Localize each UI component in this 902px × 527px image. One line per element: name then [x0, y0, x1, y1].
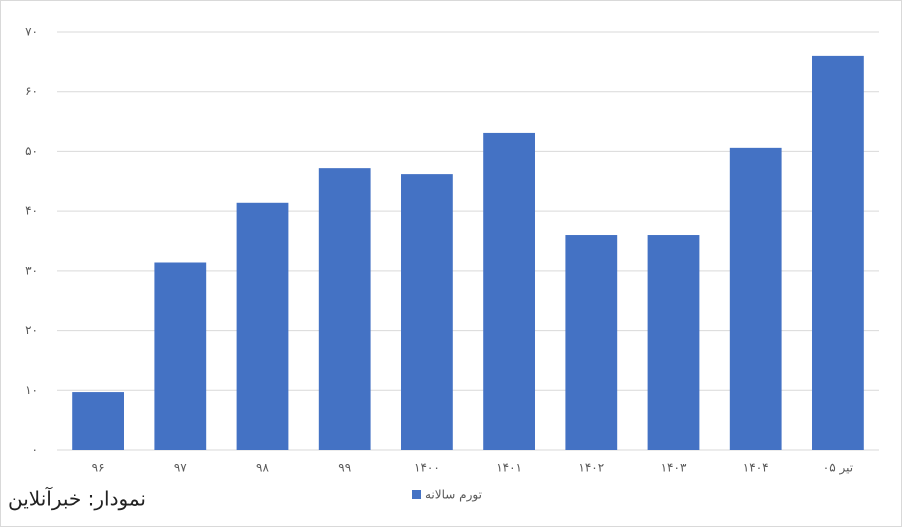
source: نمودار: خبرآنلاین: [8, 486, 146, 511]
y-tick-label: ۷۰: [25, 25, 38, 39]
x-tick-label: ۱۴۰۴: [743, 461, 769, 475]
legend-label: تورم سالانه: [425, 488, 482, 503]
y-tick-label: ۳۰: [25, 263, 38, 277]
y-tick-label: ۰: [32, 443, 38, 457]
bar: [72, 392, 124, 450]
x-tick-label: ۹۸: [256, 461, 269, 475]
x-tick-label: ۱۴۰۳: [661, 461, 687, 475]
bar: [565, 235, 618, 450]
y-tick-label: ۶۰: [25, 84, 38, 98]
bar: [236, 202, 289, 450]
x-tick-label: ۱۴۰۰: [414, 461, 440, 475]
x-tick-label: ۱۴۰۲: [578, 461, 604, 475]
bar: [647, 235, 700, 450]
y-tick-label: ۲۰: [25, 323, 38, 337]
y-tick-label: ۱۰: [25, 383, 38, 397]
x-tick-label: ۹۶: [92, 461, 105, 475]
bar: [318, 168, 371, 451]
x-tick-label: ۹۷: [174, 461, 187, 475]
bar: [154, 262, 207, 450]
y-tick-label: ۵۰: [25, 144, 38, 158]
bar: [401, 174, 453, 450]
x-tick-label: ۱۴۰۱: [496, 461, 522, 475]
bar: [812, 55, 864, 451]
bar: [483, 132, 535, 450]
bar: [729, 147, 782, 451]
y-tick-label: ۴۰: [25, 204, 38, 218]
x-tick-label: ۹۹: [338, 461, 351, 475]
legend-swatch: [412, 490, 421, 499]
x-tick-label: تیر ۰۵: [823, 461, 853, 476]
